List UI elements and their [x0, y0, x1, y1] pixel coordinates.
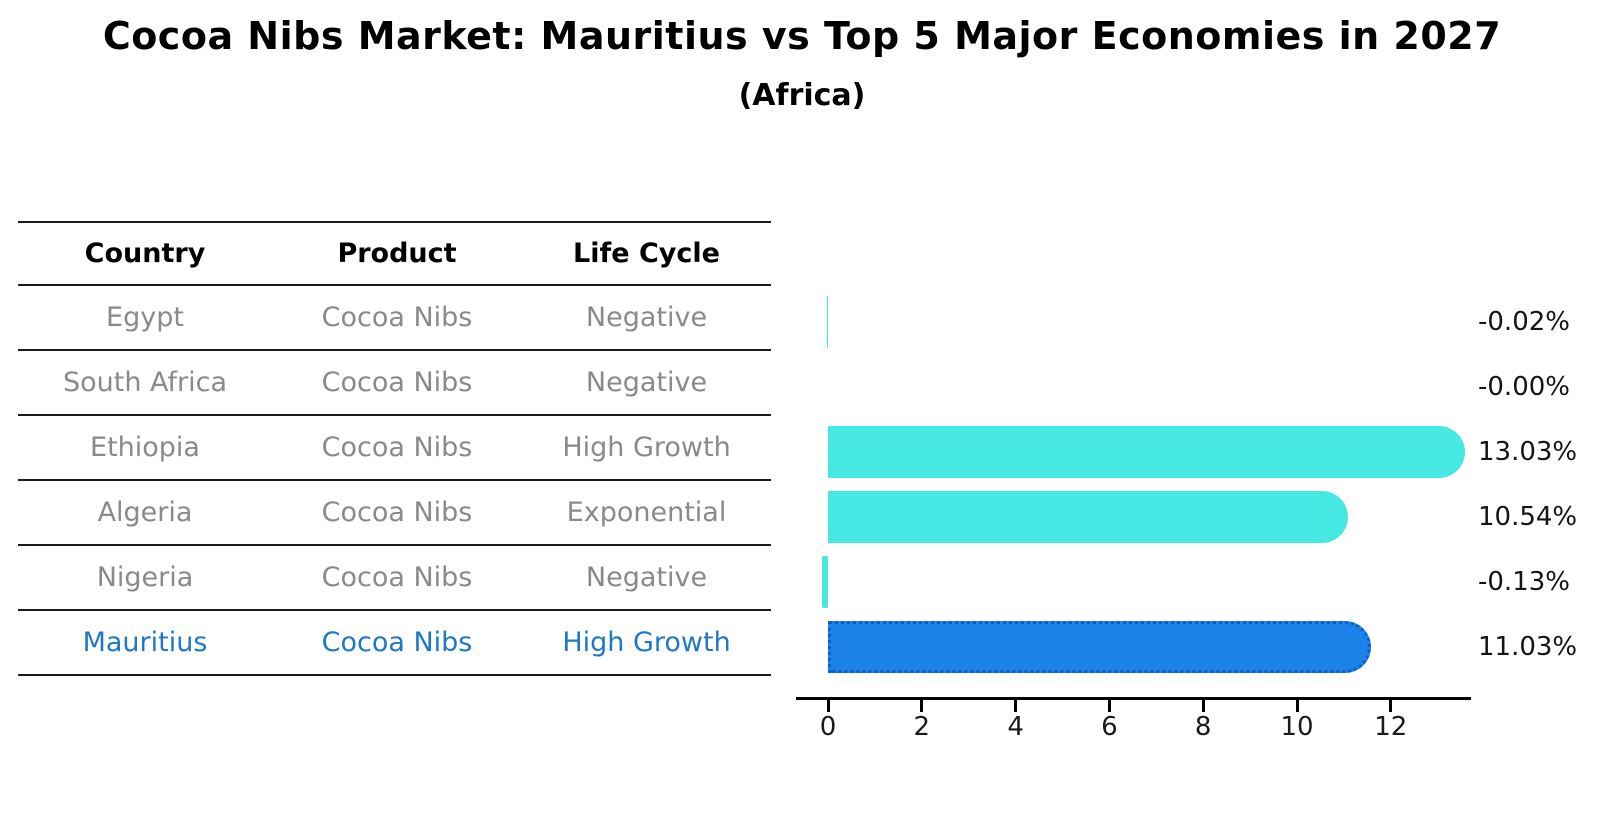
bar-egypt: [827, 296, 828, 348]
cell-country: South Africa: [62, 367, 228, 398]
table-header-row: Country Product Life Cycle: [18, 221, 771, 286]
cell-country: Ethiopia: [90, 432, 200, 463]
cell-product: Cocoa Nibs: [321, 367, 473, 398]
cell-product: Cocoa Nibs: [321, 302, 473, 333]
x-axis-line: [796, 697, 1471, 700]
table-row-ethiopia: Ethiopia Cocoa Nibs High Growth: [18, 416, 771, 481]
cell-product: Cocoa Nibs: [321, 497, 473, 528]
country-table: Country Product Life Cycle Egypt Cocoa N…: [18, 221, 771, 676]
x-axis-tick: [1107, 700, 1111, 712]
cell-life-cycle: Negative: [585, 562, 708, 593]
bar-ethiopia: [828, 426, 1466, 478]
cell-life-cycle: Negative: [585, 367, 708, 398]
table-row-egypt: Egypt Cocoa Nibs Negative: [18, 286, 771, 351]
cell-country: Nigeria: [96, 562, 194, 593]
table-row-nigeria: Nigeria Cocoa Nibs Negative: [18, 546, 771, 611]
bar-mauritius: [828, 621, 1372, 673]
table-row-south-africa: South Africa Cocoa Nibs Negative: [18, 351, 771, 416]
value-label-egypt: -0.02%: [1478, 307, 1570, 337]
value-label-ethiopia: 13.03%: [1478, 437, 1578, 467]
cell-product: Cocoa Nibs: [321, 562, 473, 593]
cell-country: Algeria: [97, 497, 193, 528]
x-axis-tick: [1201, 700, 1205, 712]
cell-life-cycle: High Growth: [562, 432, 731, 463]
chart-subtitle: (Africa): [738, 78, 866, 113]
cell-product: Cocoa Nibs: [321, 627, 473, 658]
cell-life-cycle: High Growth: [562, 627, 731, 658]
cell-life-cycle: Negative: [585, 302, 708, 333]
x-axis-tick-label: 10: [1280, 712, 1314, 742]
table-row-mauritius: Mauritius Cocoa Nibs High Growth: [18, 611, 771, 676]
cell-country: Mauritius: [82, 627, 208, 658]
x-axis-tick: [1295, 700, 1299, 712]
x-axis-tick-label: 6: [1101, 712, 1118, 742]
x-axis-tick: [920, 700, 924, 712]
x-axis-tick: [1014, 700, 1018, 712]
cell-country: Egypt: [106, 302, 184, 333]
value-label-south-africa: -0.00%: [1478, 372, 1570, 402]
chart-title: Cocoa Nibs Market: Mauritius vs Top 5 Ma…: [102, 14, 1502, 58]
col-header-country: Country: [84, 238, 206, 269]
cell-product: Cocoa Nibs: [321, 432, 473, 463]
value-label-mauritius: 11.03%: [1478, 632, 1578, 662]
x-axis-tick-label: 12: [1374, 712, 1408, 742]
col-header-life-cycle: Life Cycle: [573, 238, 720, 269]
x-axis-tick-label: 8: [1194, 712, 1212, 742]
x-axis-tick: [1389, 700, 1393, 712]
bar-algeria: [828, 491, 1349, 543]
x-axis-tick-label: 0: [819, 712, 837, 742]
value-label-algeria: 10.54%: [1478, 502, 1578, 532]
col-header-product: Product: [337, 238, 457, 269]
x-axis-tick-label: 2: [913, 712, 931, 742]
x-axis-tick: [826, 700, 830, 712]
value-label-nigeria: -0.13%: [1478, 567, 1570, 597]
table-row-algeria: Algeria Cocoa Nibs Exponential: [18, 481, 771, 546]
cell-life-cycle: Exponential: [566, 497, 727, 528]
bar-nigeria: [821, 556, 828, 608]
x-axis-tick-label: 4: [1007, 712, 1024, 742]
